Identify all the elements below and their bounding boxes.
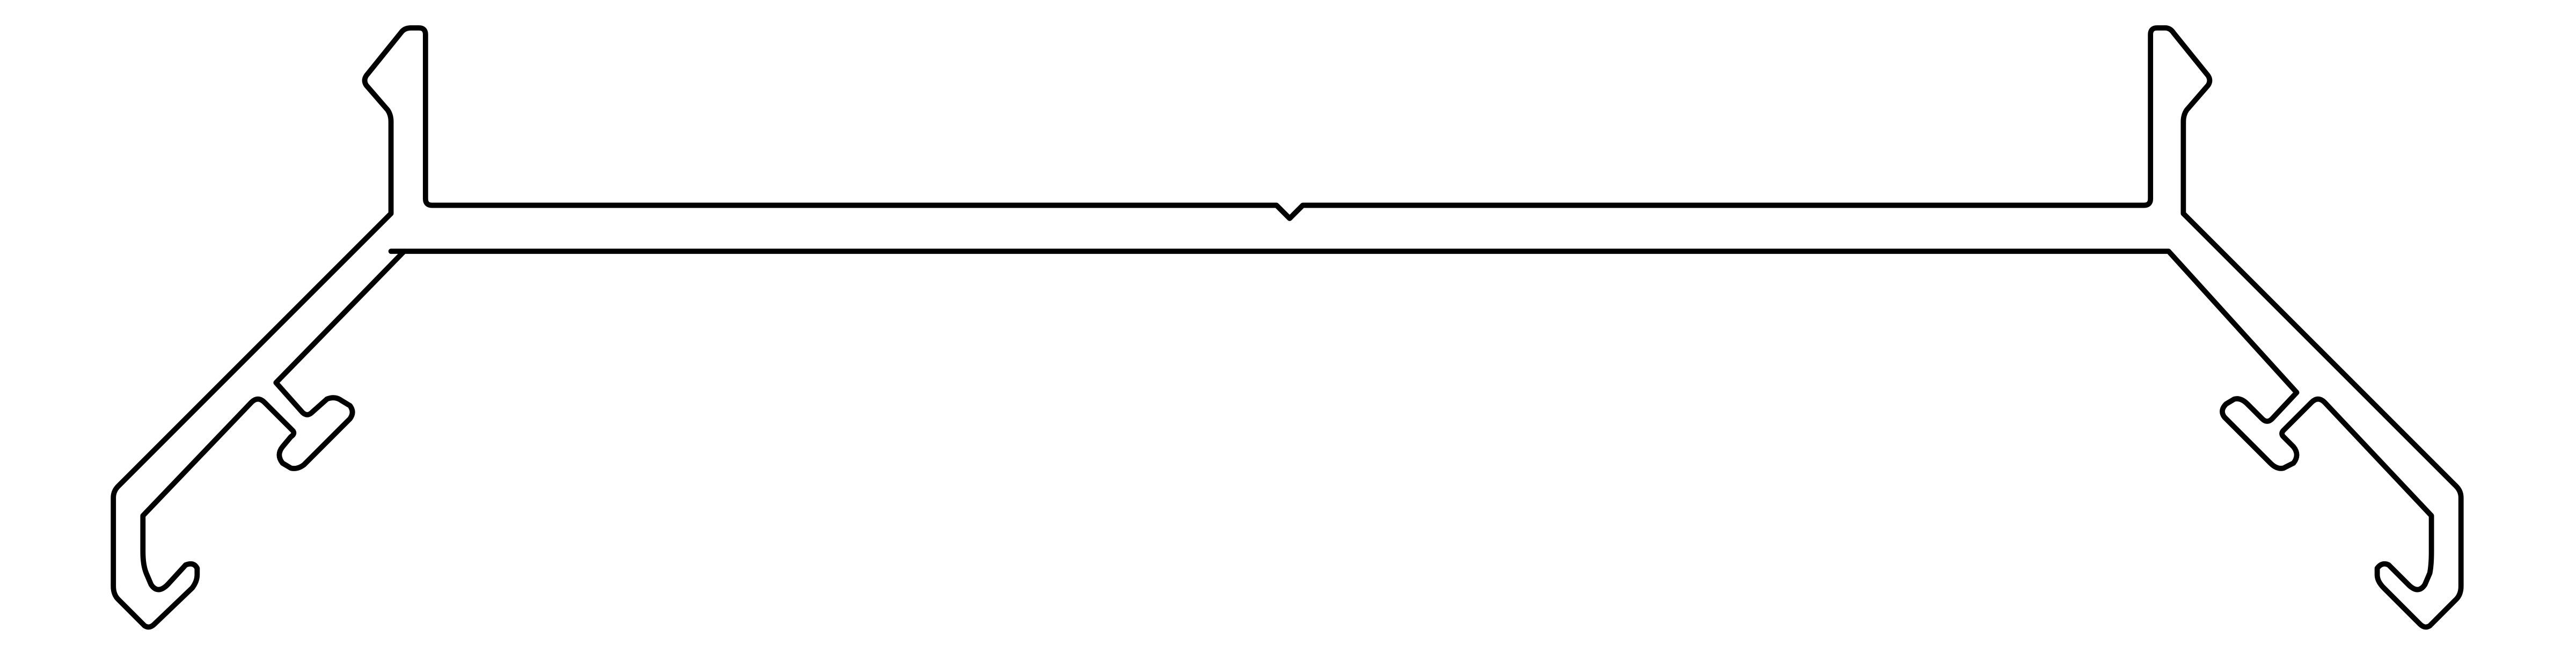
inner-channel-outline bbox=[111, 25, 2464, 630]
